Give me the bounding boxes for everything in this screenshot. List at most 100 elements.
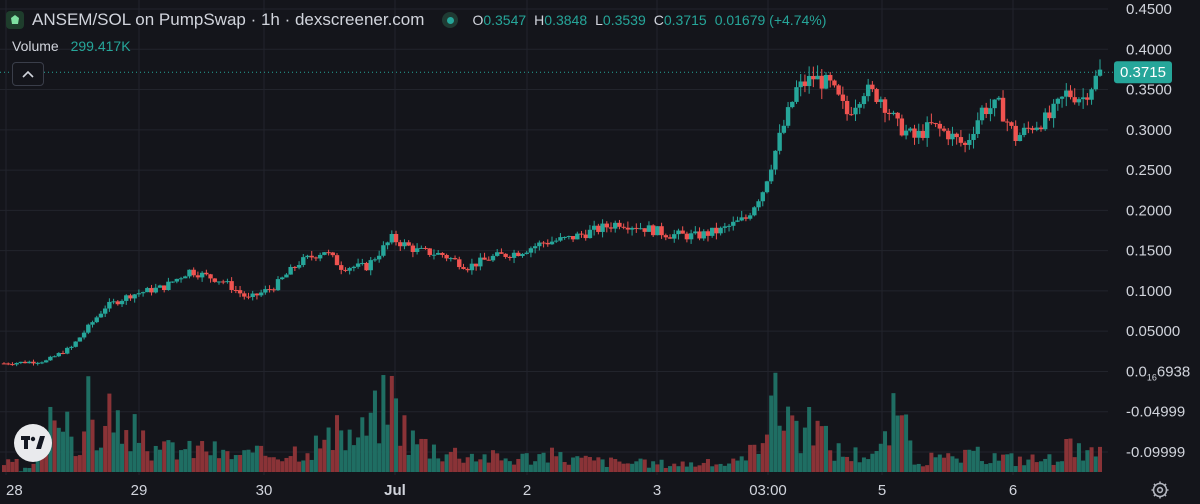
candle-body xyxy=(634,227,639,229)
gear-icon[interactable] xyxy=(1150,480,1170,500)
volume-bar xyxy=(216,458,221,472)
time-tick-label: 28 xyxy=(6,482,23,499)
candle-body xyxy=(242,293,247,297)
candle-body xyxy=(962,142,968,145)
volume-bar xyxy=(166,440,171,472)
price-tick-label: 0.1000 xyxy=(1126,283,1172,300)
price-tick-label: 0.0166938 xyxy=(1126,363,1190,382)
volume-bar xyxy=(895,415,900,472)
volume-bar xyxy=(794,420,799,472)
candle-body xyxy=(212,278,217,282)
candle-body xyxy=(663,235,669,238)
candle-body xyxy=(811,76,816,80)
candle-body xyxy=(482,257,487,260)
candle-body xyxy=(583,234,588,239)
candle-body xyxy=(587,229,593,239)
candle-body xyxy=(895,112,900,119)
candle-body xyxy=(570,236,576,240)
volume-bar xyxy=(769,395,774,472)
volume-bar xyxy=(693,466,698,472)
price-tick-label: 0.4000 xyxy=(1126,41,1172,58)
volume-bar xyxy=(988,463,993,472)
volume-bar xyxy=(107,393,112,472)
volume-bar xyxy=(490,450,495,472)
volume-bar xyxy=(937,454,942,472)
ohlc-values: O0.3547 H0.3848 L0.3539 C0.3715 0.01679 … xyxy=(472,12,826,28)
candle-body xyxy=(60,353,66,355)
volume-bar xyxy=(145,451,150,472)
candle-body xyxy=(183,276,188,279)
volume-bar xyxy=(335,415,340,472)
candle-body xyxy=(790,101,795,108)
volume-bar xyxy=(600,459,605,472)
candle-body xyxy=(537,242,542,247)
candle-body xyxy=(891,112,896,115)
volume-bar xyxy=(507,461,512,472)
candle-body xyxy=(322,252,327,255)
candle-body xyxy=(389,233,395,243)
volume-bar xyxy=(415,444,420,472)
tradingview-logo-icon[interactable] xyxy=(14,424,52,462)
candle-body xyxy=(435,252,441,255)
volume-bar xyxy=(271,457,276,472)
volume-bar xyxy=(343,450,348,472)
candle-body xyxy=(903,130,909,136)
volume-bar xyxy=(1005,454,1010,472)
volume-bar xyxy=(132,414,137,472)
volume-bar xyxy=(845,456,850,472)
price-tick-label: 0.2000 xyxy=(1126,202,1172,219)
candle-body xyxy=(507,256,513,258)
volume-bar xyxy=(276,459,280,472)
volume-bar xyxy=(1098,446,1102,472)
price-tick-label: 0.3000 xyxy=(1126,122,1172,139)
volume-bar xyxy=(31,463,36,472)
volume-bar xyxy=(701,462,706,472)
volume-bar xyxy=(646,467,651,472)
candle-body xyxy=(73,341,78,347)
volume-bar xyxy=(326,427,331,472)
collapse-legend-button[interactable] xyxy=(12,62,44,86)
volume-bar xyxy=(946,453,951,472)
candle-body xyxy=(701,231,706,239)
volume-bar xyxy=(2,465,6,472)
volume-bar xyxy=(1055,461,1060,472)
candle-body xyxy=(954,133,959,138)
candle-body xyxy=(887,112,892,115)
candle-body xyxy=(178,278,184,280)
volume-bar xyxy=(394,398,399,472)
candle-body xyxy=(347,268,352,271)
candle-body xyxy=(899,118,905,136)
candle-body xyxy=(979,107,985,121)
candle-body xyxy=(781,125,787,133)
volume-value: 299.417K xyxy=(70,38,131,54)
candle-body xyxy=(229,281,234,290)
price-tick-label: 0.2500 xyxy=(1126,162,1172,179)
volume-bar xyxy=(786,406,791,472)
volume-bar xyxy=(963,449,968,472)
volume-bar xyxy=(1017,456,1022,472)
volume-bar xyxy=(550,447,554,472)
volume-bar xyxy=(448,451,453,472)
volume-legend: Volume 299.417K xyxy=(12,38,131,54)
volume-bar xyxy=(356,437,361,472)
candle-body xyxy=(617,222,622,227)
volume-bar xyxy=(503,458,508,472)
candle-body xyxy=(865,84,871,97)
candle-body xyxy=(1047,112,1052,119)
volume-bar xyxy=(377,443,382,472)
candle-body xyxy=(861,96,867,105)
candle-body xyxy=(427,248,432,255)
volume-bar xyxy=(874,451,879,472)
candle-body xyxy=(967,139,972,145)
ohlc-close: C0.3715 xyxy=(653,12,707,28)
volume-bar xyxy=(288,456,293,472)
candle-body xyxy=(600,223,605,232)
volume-bar xyxy=(208,455,213,472)
volume-bar xyxy=(811,445,816,472)
volume-bar xyxy=(870,453,875,472)
candle-body xyxy=(402,242,407,247)
candle-body xyxy=(414,248,420,252)
volume-bar xyxy=(984,464,989,472)
price-change: 0.01679 (+4.74%) xyxy=(714,12,827,28)
